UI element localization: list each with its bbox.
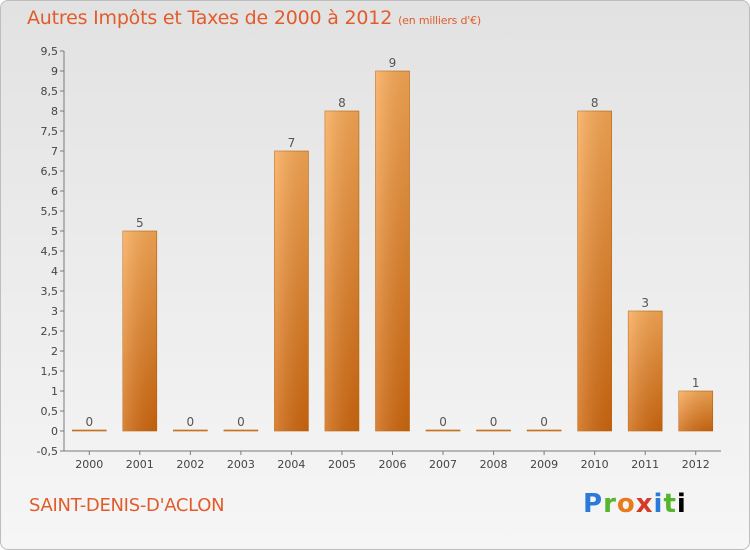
y-tick-label: 9 [51, 65, 58, 78]
bar [71, 429, 107, 432]
logo-letter: t [663, 489, 677, 519]
bar-highlight [678, 391, 713, 431]
y-tick-label: 5,5 [41, 205, 59, 218]
y-tick-label: 1 [51, 385, 58, 398]
value-label: 0 [187, 415, 195, 429]
x-tick-label: 2007 [429, 458, 457, 471]
logo-letter: r [603, 489, 617, 519]
bar [526, 429, 562, 432]
value-label: 0 [439, 415, 447, 429]
bar-highlight [375, 71, 410, 431]
y-tick-label: -0,5 [37, 445, 58, 458]
x-tick-label: 2012 [682, 458, 710, 471]
chart-title-text: Autres Impôts et Taxes de 2000 à 2012 [27, 7, 393, 29]
x-tick-label: 2010 [581, 458, 609, 471]
commune-name: SAINT-DENIS-D'ACLON [29, 495, 225, 516]
logo-letter: i [676, 489, 687, 519]
value-label: 7 [288, 136, 296, 150]
value-label: 0 [237, 415, 245, 429]
y-tick-label: 7 [51, 145, 58, 158]
bar [173, 429, 208, 432]
bar-highlight [274, 151, 309, 431]
value-label: 1 [692, 376, 700, 390]
y-tick-label: 2,5 [41, 325, 59, 338]
y-tick-label: 4,5 [41, 245, 59, 258]
y-tick-label: 8,5 [41, 85, 59, 98]
chart-subtitle: (en milliers d'€) [398, 14, 481, 27]
y-tick-label: 2 [51, 345, 58, 358]
value-label: 8 [338, 96, 346, 110]
bar [223, 429, 259, 432]
x-tick-label: 2011 [631, 458, 659, 471]
y-tick-label: 6 [51, 185, 58, 198]
value-labels: 0 5 0 0 7 8 9 0 0 0 8 3 1 [85, 56, 699, 429]
logo-letter: P [583, 489, 604, 519]
value-label: 9 [389, 56, 397, 70]
x-tick-label: 2000 [75, 458, 103, 471]
y-tick-label: 3,5 [41, 285, 59, 298]
chart-title: Autres Impôts et Taxes de 2000 à 2012 (en… [27, 7, 481, 29]
x-tick-label: 2005 [328, 458, 356, 471]
y-tick-label: 8 [51, 105, 58, 118]
bar-highlight [122, 231, 157, 431]
proxiti-logo: Proxiti [583, 489, 687, 519]
x-tick-label: 2003 [227, 458, 255, 471]
y-tick-label: 9,5 [41, 45, 59, 58]
y-tick-label: 0 [51, 425, 58, 438]
logo-letter: x [635, 489, 654, 519]
y-tick-label: 5 [51, 225, 58, 238]
y-tick-label: 4 [51, 265, 58, 278]
y-tick-label: 6,5 [41, 165, 59, 178]
logo-letter: i [653, 489, 664, 519]
logo-letter: o [616, 489, 636, 519]
x-tick-label: 2002 [176, 458, 204, 471]
x-tick-label: 2008 [480, 458, 508, 471]
bar-highlight [324, 111, 359, 431]
bar [425, 429, 461, 432]
y-tick-label: 7,5 [41, 125, 59, 138]
y-tick-label: 0,5 [41, 405, 59, 418]
x-tick-label: 2001 [126, 458, 154, 471]
value-label: 8 [591, 96, 599, 110]
x-tick-label: 2006 [379, 458, 407, 471]
x-tick-label: 2004 [277, 458, 305, 471]
y-tick-label: 3 [51, 305, 58, 318]
value-label: 0 [540, 415, 548, 429]
bar [476, 429, 511, 432]
bar-highlight [577, 111, 612, 431]
value-label: 0 [490, 415, 498, 429]
value-label: 5 [136, 216, 144, 230]
value-label: 3 [641, 296, 649, 310]
y-tick-label: 1,5 [41, 365, 59, 378]
bars [71, 70, 714, 432]
value-label: 0 [85, 415, 93, 429]
axes: -0,5 0 0,5 1 1,5 2 2,5 3 3,5 4 4,5 5 5,5 6 6,5 7 7,5 8 8,5… [37, 45, 721, 471]
x-tick-label: 2009 [530, 458, 558, 471]
bar-highlight [628, 311, 663, 431]
